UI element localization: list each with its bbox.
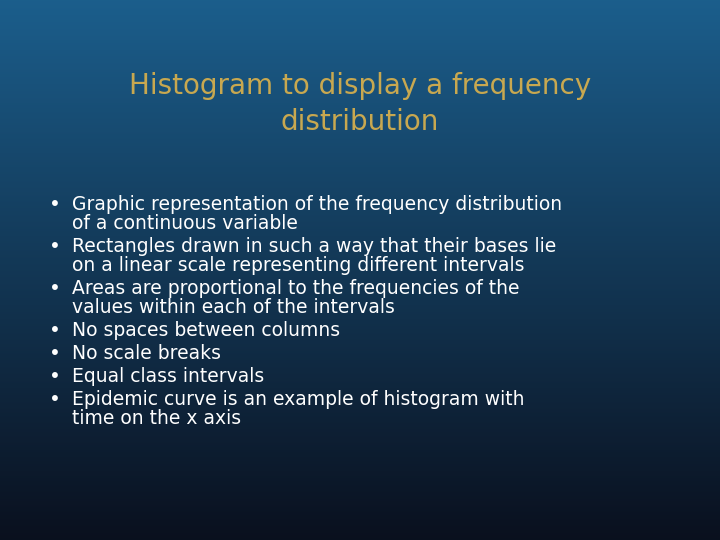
Text: Equal class intervals: Equal class intervals [72,367,264,386]
Text: •: • [49,321,61,340]
Text: Graphic representation of the frequency distribution: Graphic representation of the frequency … [72,195,562,214]
Text: •: • [49,390,61,409]
Text: values within each of the intervals: values within each of the intervals [72,298,395,317]
Text: Epidemic curve is an example of histogram with: Epidemic curve is an example of histogra… [72,390,524,409]
Text: Areas are proportional to the frequencies of the: Areas are proportional to the frequencie… [72,279,520,298]
Text: •: • [49,344,61,363]
Text: Rectangles drawn in such a way that their bases lie: Rectangles drawn in such a way that thei… [72,237,557,256]
Text: of a continuous variable: of a continuous variable [72,214,298,233]
Text: •: • [49,237,61,256]
Text: •: • [49,367,61,386]
Text: No spaces between columns: No spaces between columns [72,321,340,340]
Text: •: • [49,279,61,298]
Text: Histogram to display a frequency
distribution: Histogram to display a frequency distrib… [129,72,591,136]
Text: on a linear scale representing different intervals: on a linear scale representing different… [72,256,524,275]
Text: time on the x axis: time on the x axis [72,409,241,428]
Text: No scale breaks: No scale breaks [72,344,221,363]
Text: •: • [49,195,61,214]
